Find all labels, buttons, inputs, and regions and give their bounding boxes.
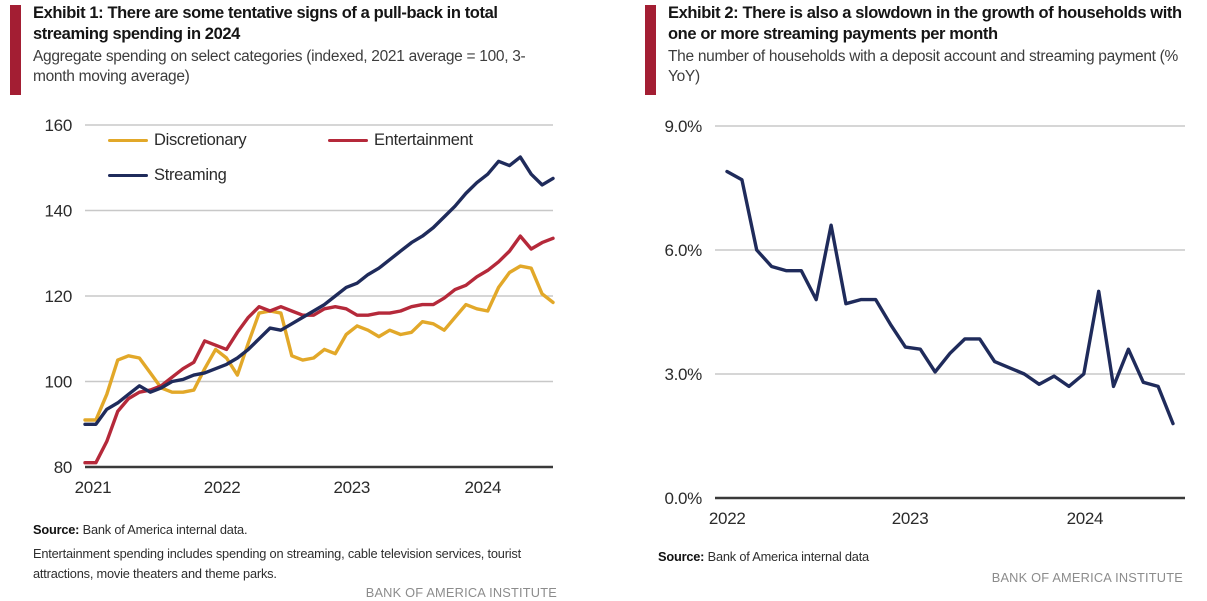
legend-label: Streaming xyxy=(154,166,227,184)
exhibit-1-header: Exhibit 1: There are some tentative sign… xyxy=(33,3,541,88)
svg-text:3.0%: 3.0% xyxy=(664,365,702,384)
svg-text:2023: 2023 xyxy=(892,509,929,528)
discretionary-line-swatch xyxy=(108,138,148,143)
svg-text:2022: 2022 xyxy=(204,478,241,497)
svg-text:2023: 2023 xyxy=(333,478,370,497)
streaming-line-swatch xyxy=(108,173,148,178)
legend-label: Entertainment xyxy=(374,131,473,149)
exhibit-1-footnote: Entertainment spending includes spending… xyxy=(33,546,521,581)
svg-text:80: 80 xyxy=(54,458,72,477)
exhibit-2-header: Exhibit 2: There is also a slowdown in t… xyxy=(668,3,1192,88)
exhibit-1-title: Exhibit 1: There are some tentative sign… xyxy=(33,4,498,44)
source-text: Bank of America internal data xyxy=(704,549,870,564)
exhibit-2-title: Exhibit 2: There is also a slowdown in t… xyxy=(668,4,1182,44)
exhibit-2-accent-bar xyxy=(645,5,656,95)
svg-text:2024: 2024 xyxy=(464,478,501,497)
legend-item-streaming: Streaming xyxy=(108,166,227,185)
svg-text:120: 120 xyxy=(45,287,72,306)
entertainment-line-swatch xyxy=(328,138,368,143)
legend-label: Discretionary xyxy=(154,131,247,149)
svg-text:2022: 2022 xyxy=(709,509,746,528)
svg-text:160: 160 xyxy=(45,116,72,135)
source-label: Source: xyxy=(658,549,705,564)
institute-watermark-right: BANK OF AMERICA INSTITUTE xyxy=(991,570,1183,585)
svg-text:9.0%: 9.0% xyxy=(664,117,702,136)
svg-text:140: 140 xyxy=(45,202,72,221)
source-label: Source: xyxy=(33,522,80,537)
exhibit-1-chart: 80 100 120 140 160 2021 2022 2023 2024 xyxy=(45,116,555,497)
exhibit-2-chart: 0.0% 3.0% 6.0% 9.0% 2022 2023 2024 xyxy=(664,117,1185,528)
legend-item-entertainment: Entertainment xyxy=(328,131,473,150)
svg-text:100: 100 xyxy=(45,373,72,392)
source-text: Bank of America internal data. xyxy=(79,522,248,537)
exhibit-1-source-line: Source: Bank of America internal data. xyxy=(33,522,578,537)
legend-item-discretionary: Discretionary xyxy=(108,131,247,150)
svg-text:0.0%: 0.0% xyxy=(664,489,702,508)
svg-text:2021: 2021 xyxy=(75,478,112,497)
exhibit-1-accent-bar xyxy=(10,5,21,95)
exhibit-1-subtitle: Aggregate spending on select categories … xyxy=(33,48,526,86)
svg-text:2024: 2024 xyxy=(1067,509,1104,528)
exhibit-2-source-line: Source: Bank of America internal data xyxy=(658,549,1178,564)
exhibit-2-subtitle: The number of households with a deposit … xyxy=(668,48,1179,86)
svg-text:6.0%: 6.0% xyxy=(664,241,702,260)
institute-watermark-left: BANK OF AMERICA INSTITUTE xyxy=(365,585,557,600)
